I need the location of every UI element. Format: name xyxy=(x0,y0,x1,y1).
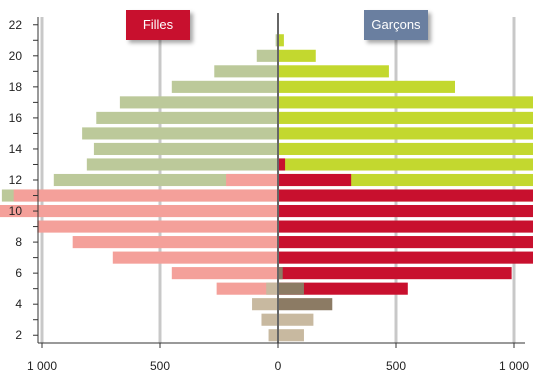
bar-filles xyxy=(112,251,278,264)
y-tick-label: 8 xyxy=(15,235,22,249)
bar-garcons-inner xyxy=(278,173,352,187)
bar-garcons-inner xyxy=(278,267,283,280)
y-tick-label: 18 xyxy=(9,80,23,94)
bar-filles-outline xyxy=(256,49,278,62)
bar-filles xyxy=(226,173,278,187)
y-tick-label: 14 xyxy=(9,142,23,156)
bar-garcons xyxy=(278,49,316,62)
x-tick-label: 500 xyxy=(386,359,406,373)
bar-filles-outline xyxy=(53,173,278,187)
bar-garcons xyxy=(278,220,533,233)
bar-filles-outline xyxy=(275,34,278,47)
x-tick-label: 0 xyxy=(275,359,282,373)
y-tick-label: 10 xyxy=(9,204,23,218)
bar-garcons xyxy=(278,158,533,171)
bar-garcons xyxy=(278,142,533,156)
bar-garcons xyxy=(278,34,284,47)
bar-garcons xyxy=(278,111,533,124)
bar-garcons-inner xyxy=(278,158,286,171)
bar-filles-outline xyxy=(96,111,278,124)
bar-filles-outline xyxy=(86,158,278,171)
bar-filles xyxy=(270,158,278,171)
bar-filles xyxy=(261,313,278,326)
bar-filles-outline xyxy=(119,96,278,109)
bar-garcons xyxy=(278,236,533,249)
bar-filles xyxy=(72,236,279,249)
bar-garcons xyxy=(278,204,533,218)
y-tick-label: 2 xyxy=(15,328,22,342)
bar-garcons xyxy=(278,298,333,311)
bar-garcons xyxy=(278,80,455,93)
bar-garcons xyxy=(278,313,314,326)
bar-garcons xyxy=(278,329,304,342)
y-tick-label: 22 xyxy=(9,18,23,32)
y-tick-label: 16 xyxy=(9,111,23,125)
x-tick-label: 500 xyxy=(150,359,170,373)
bar-filles-outline xyxy=(82,127,279,140)
bar-filles-inner xyxy=(266,282,278,295)
bar-garcons xyxy=(278,282,408,295)
y-tick-label: 12 xyxy=(9,173,23,187)
legend-filles: Filles xyxy=(126,10,190,40)
x-tick-label: 1 000 xyxy=(27,359,57,373)
y-tick-label: 6 xyxy=(15,266,22,280)
bar-filles xyxy=(268,329,278,342)
bar-filles xyxy=(0,204,279,218)
x-tick-label: 1 000 xyxy=(499,359,529,373)
bar-filles xyxy=(216,282,278,295)
bar-garcons xyxy=(278,251,533,264)
bar-filles-outline xyxy=(171,80,278,93)
bar-garcons xyxy=(278,65,389,78)
y-tick-label: 4 xyxy=(15,297,22,311)
bar-filles-outline xyxy=(93,142,278,156)
bar-garcons xyxy=(278,127,533,140)
bar-garcons-inner xyxy=(278,282,304,295)
y-tick-label: 20 xyxy=(9,49,23,63)
bar-garcons xyxy=(278,189,533,202)
bar-filles xyxy=(37,220,278,233)
bar-filles xyxy=(252,298,278,311)
bar-filles xyxy=(13,189,279,202)
bar-garcons xyxy=(278,96,533,109)
legend-garcons: Garçons xyxy=(364,10,428,40)
bar-garcons xyxy=(278,267,512,280)
bar-filles-outline xyxy=(214,65,278,78)
bar-filles xyxy=(171,267,278,280)
